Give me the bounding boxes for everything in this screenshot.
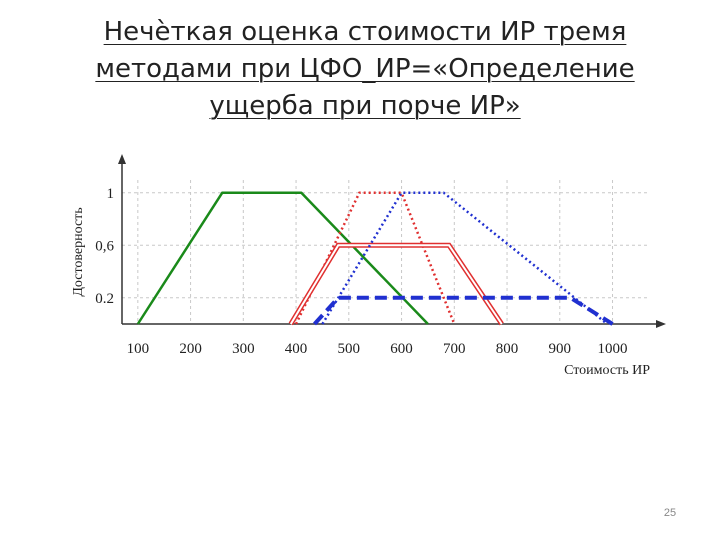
- series-1-line: [294, 191, 456, 325]
- x-tick-label-1: 200: [179, 341, 202, 357]
- title-line-2: методами при ЦФО_ИР=«Определение: [95, 54, 635, 84]
- chart-axes: [118, 154, 666, 328]
- x-tick-label-8: 900: [549, 341, 572, 357]
- y-axis-arrow: [118, 154, 126, 164]
- title-line-3: ущерба при порче ИР»: [209, 91, 521, 121]
- series-3-line: [321, 191, 609, 325]
- chart-labels: 100 200 300 400 500 600 700 800 900 1000 0.2 0,6 1 Ст…: [71, 186, 650, 378]
- chart-series: [136, 191, 614, 326]
- x-tick-label-6: 700: [443, 341, 466, 357]
- x-axis-label: Стоимость ИР: [564, 363, 650, 378]
- x-tick-label-2: 300: [232, 341, 255, 357]
- x-tick-label-3: 400: [285, 341, 308, 357]
- series-4-line: [313, 295, 614, 326]
- y-tick-label-0: 0.2: [95, 291, 114, 307]
- x-tick-label-5: 600: [390, 341, 413, 357]
- x-tick-label-4: 500: [338, 341, 361, 357]
- title-line-1: Нечѐткая оценка стоимости ИР тремя: [103, 17, 627, 47]
- x-tick-label-9: 1000: [598, 341, 628, 357]
- series-2-line: [288, 242, 504, 326]
- series-0-line: [136, 191, 429, 325]
- y-axis-label: Достоверность: [71, 207, 86, 296]
- chart-grid: [122, 180, 650, 324]
- x-tick-label-0: 100: [127, 341, 150, 357]
- series-2-line-inner: [289, 244, 503, 325]
- page-number: 25: [663, 507, 677, 519]
- x-axis-arrow: [656, 320, 666, 328]
- slide-title: Нечѐткая оценка стоимости ИР тремя метод…: [60, 14, 670, 125]
- y-tick-label-1: 0,6: [95, 238, 114, 254]
- x-tick-label-7: 800: [496, 341, 519, 357]
- y-tick-label-2: 1: [107, 186, 115, 202]
